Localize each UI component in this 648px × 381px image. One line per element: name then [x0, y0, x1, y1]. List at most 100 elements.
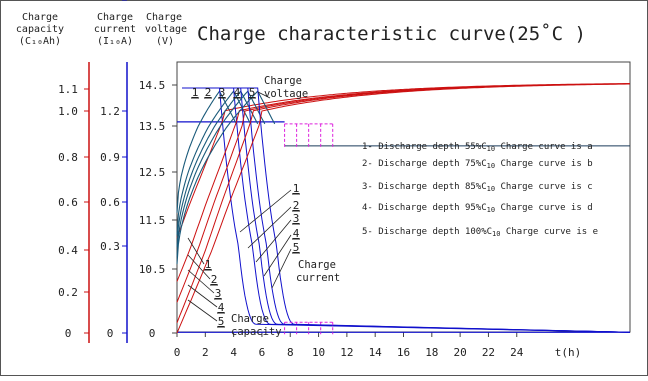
voltage-tick-label: 12.5 — [139, 166, 166, 179]
leader-line — [257, 91, 271, 99]
legend-text: - Discharge depth 85%C — [367, 182, 486, 192]
voltage-tick-label: 11.5 — [139, 214, 166, 227]
legend-text: - Discharge depth 100%C — [367, 227, 492, 237]
leader-line — [187, 284, 218, 308]
voltage-tick-label: 10.5 — [139, 263, 166, 276]
curve-number: 5 — [249, 86, 256, 99]
capacity-tick-label: 0 — [65, 327, 72, 340]
curve-number: 1 — [192, 86, 199, 99]
axis-ticks: 0 0.2 0.4 0.6 0.8 1.0 1.1 0 0.3 0.6 0.9 1.2 1.5 0 10.5… — [58, 0, 177, 340]
leader-line — [271, 248, 292, 289]
svg-text:4- Discharge depth 95%C10 Char: 4- Discharge depth 95%C10 Charge curve i… — [362, 203, 593, 214]
legend-sub: 10 — [492, 230, 500, 238]
capacity-curve — [176, 83, 630, 334]
current-tick-label: 0.9 — [100, 151, 120, 164]
chart-title: Charge characteristic curve(25˚C ) — [197, 23, 586, 45]
curve-number: 5 — [293, 241, 300, 254]
voltage-label-line1: Charge — [264, 75, 302, 87]
x-tick-label: 22 — [482, 346, 495, 359]
current-curve — [186, 87, 631, 333]
voltage-label-line2: voltage — [264, 88, 308, 100]
curve-number: 1 — [293, 182, 300, 195]
legend-sub: 10 — [487, 185, 495, 193]
voltage-header-line3: (V) — [156, 36, 174, 47]
current-header-line3: (I₁₀A) — [97, 36, 133, 47]
legend-sub: 10 — [487, 206, 495, 214]
leader-line — [239, 189, 292, 233]
legend-num: 4 — [362, 203, 367, 213]
capacity-tick-label: 1.1 — [58, 83, 78, 96]
capacity-label-line1: Charge — [231, 313, 269, 325]
x-axis-label: t(h) — [555, 346, 582, 359]
legend-text: - Discharge depth 75%C — [367, 159, 486, 169]
leader-line — [263, 234, 292, 277]
current-curve — [182, 87, 631, 333]
curve-number: 4 — [293, 227, 300, 240]
legend: 1- Discharge depth 55%C10 Charge curve i… — [362, 142, 598, 238]
current-header-line1: Charge — [97, 12, 133, 23]
x-tick-label: 18 — [425, 346, 438, 359]
legend-entry: 4- Discharge depth 95%C10 Charge curve i… — [362, 203, 593, 214]
legend-num: 3 — [362, 182, 367, 192]
svg-text:5- Discharge depth 100%C10 Cha: 5- Discharge depth 100%C10 Charge curve … — [362, 227, 598, 238]
legend-tail: Charge curve is c — [495, 182, 593, 192]
x-tick-label: 0 — [174, 346, 181, 359]
axis-headers: Charge capacity (C₁₀Ah) Charge current (… — [16, 12, 187, 47]
legend-tail: Charge curve is d — [495, 203, 593, 213]
x-tick-label: 2 — [202, 346, 209, 359]
legend-tail: Charge curve is e — [500, 227, 598, 237]
legend-entry: 2- Discharge depth 75%C10 Charge curve i… — [362, 159, 593, 170]
curve-number: 2 — [205, 86, 212, 99]
curve-number: 1 — [205, 258, 212, 271]
current-curve — [190, 87, 631, 333]
capacity-header-line2: capacity — [16, 24, 64, 35]
legend-num: 5 — [362, 227, 367, 237]
curve-number: 5 — [218, 315, 225, 328]
voltage-tick-label: 14.5 — [139, 79, 166, 92]
legend-text: - Discharge depth 95%C — [367, 203, 486, 213]
leader-line — [187, 299, 218, 322]
capacity-tick-label: 0.2 — [58, 286, 78, 299]
legend-sub: 10 — [487, 162, 495, 170]
legend-entry: 5- Discharge depth 100%C10 Charge curve … — [362, 227, 598, 238]
capacity-header-line3: (C₁₀Ah) — [19, 36, 61, 47]
x-tick-label: 14 — [369, 346, 383, 359]
leader-line — [247, 206, 292, 249]
voltage-tick-label: 0 — [149, 327, 156, 340]
curve-number: 3 — [293, 212, 300, 225]
voltage-header-line1: Charge — [146, 12, 182, 23]
current-curve — [188, 87, 631, 333]
voltage-curve — [176, 90, 237, 213]
current-tick-label: 0.3 — [100, 240, 120, 253]
capacity-label-line2: capacity — [231, 326, 282, 338]
current-curve — [184, 87, 631, 333]
legend-entry: 1- Discharge depth 55%C10 Charge curve i… — [362, 142, 593, 153]
leader-line — [187, 237, 205, 265]
curve-number: 4 — [218, 301, 225, 314]
legend-num: 2 — [362, 159, 367, 169]
voltage-curve — [176, 90, 252, 235]
capacity-tick-label: 0.8 — [58, 151, 78, 164]
svg-text:3- Discharge depth 85%C10 Char: 3- Discharge depth 85%C10 Charge curve i… — [362, 182, 593, 193]
current-label-line1: Charge — [298, 259, 336, 271]
svg-text:1- Discharge depth 55%C10 Char: 1- Discharge depth 55%C10 Charge curve i… — [362, 142, 593, 153]
leader-line — [187, 269, 215, 294]
leader-line — [187, 254, 211, 280]
x-tick-label: 20 — [454, 346, 467, 359]
voltage-header-line2: voltage — [145, 24, 187, 35]
legend-entry: 3- Discharge depth 85%C10 Charge curve i… — [362, 182, 593, 193]
curve-number: 2 — [293, 199, 300, 212]
capacity-tick-label: 0.4 — [58, 244, 78, 257]
curve-number: 3 — [215, 287, 222, 300]
legend-num: 1 — [362, 142, 367, 152]
curve-number: 4 — [234, 86, 241, 99]
voltage-tick-label: 13.5 — [139, 120, 166, 133]
curve-number: 2 — [211, 273, 218, 286]
x-tick-label: 4 — [230, 346, 237, 359]
legend-tail: Charge curve is b — [495, 159, 593, 169]
x-tick-label: 16 — [397, 346, 410, 359]
